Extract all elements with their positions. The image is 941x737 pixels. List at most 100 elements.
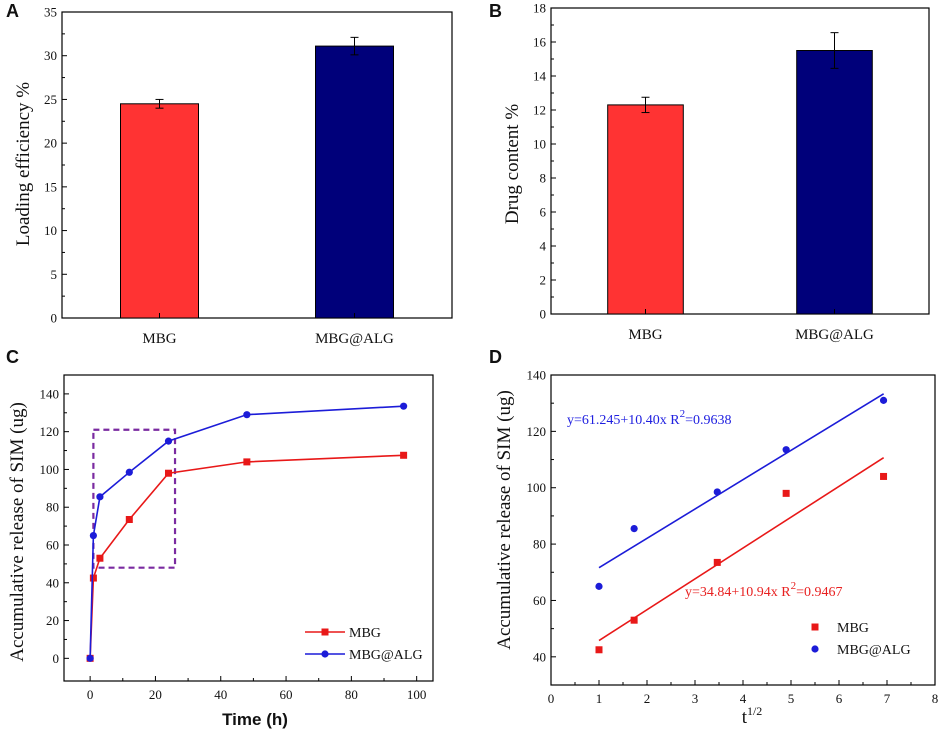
panel-a-category-label: MBG@ALG [315, 331, 394, 347]
panel-c-point-mbg [125, 516, 133, 523]
panel-c-point-mbg-alg [164, 437, 173, 445]
panel-d-fitting: Accumulative release of SIM (ug) t1/2 40… [494, 368, 938, 729]
panel-d-ylabel: Accumulative release of SIM (ug) [494, 390, 515, 650]
panel-d-legend-marker [811, 645, 819, 653]
panel-d-equation-mbg: y=34.84+10.94x R2=0.9467 [685, 580, 843, 600]
panel-c-point-mbg-alg [400, 402, 408, 410]
panel-b-ytick-label: 10 [533, 137, 546, 152]
panel-c-point-mbg [400, 451, 408, 459]
panel-d-point-mbg-alg [713, 488, 721, 496]
panel-c-ytick-label: 140 [40, 386, 60, 401]
panel-a-ytick-label: 35 [44, 5, 57, 20]
panel-b-ytick-label: 4 [540, 239, 547, 254]
panel-d-fit-line-mbg [598, 457, 885, 642]
panel-c-xtick-label: 0 [87, 687, 94, 702]
panel-a-ytick-label: 30 [44, 48, 57, 63]
panel-b-ylabel: Drug content % [502, 104, 523, 224]
panel-label-b: B [489, 1, 502, 21]
panel-c-point-mbg-alg [86, 654, 94, 662]
panel-c-legend-marker [321, 650, 329, 658]
panel-d-ytick-label: 120 [527, 424, 547, 439]
panel-c-highlight-box [92, 428, 177, 569]
panel-label-a: A [6, 1, 19, 21]
panel-a-category-label: MBG [142, 331, 176, 347]
panel-c-ytick-label: 40 [46, 575, 59, 590]
panel-b-ytick-label: 0 [540, 307, 547, 322]
panel-c-frame [63, 374, 434, 682]
panel-d-xtick-label: 5 [788, 691, 795, 706]
panel-a-loading-efficiency: Loading efficiency % 0 5 10 15 20 25 30 35 MBG MB… [13, 5, 453, 347]
panel-b-category-label: MBG [628, 327, 662, 343]
panel-d-point-mbg [595, 646, 603, 654]
panel-d-ytick-label: 60 [533, 593, 546, 608]
panel-d-point-mbg-alg [630, 524, 638, 533]
panel-c-point-mbg [164, 469, 172, 477]
panel-c-ytick-label: 100 [40, 462, 60, 477]
panel-d-point-mbg-alg [595, 582, 603, 590]
panel-b-drug-content: Drug content % 0 2 4 6 8 10 12 14 16 18 MBG MBG@ALG [502, 1, 930, 343]
panel-c-ytick-label: 120 [40, 424, 60, 439]
panel-c-point-mbg-alg [125, 468, 133, 476]
panel-d-point-mbg-alg [782, 446, 790, 454]
panel-c-xtick-label: 60 [280, 687, 293, 702]
panel-c-legend-label: MBG@ALG [349, 648, 423, 663]
panel-c-ytick-label: 60 [46, 538, 59, 553]
panel-c-xtick-label: 20 [149, 687, 162, 702]
panel-a-ytick-label: 15 [44, 179, 57, 194]
panel-a-ytick-label: 20 [44, 136, 57, 151]
panel-d-xtick-label: 0 [548, 691, 555, 706]
panel-c-legend-marker [321, 628, 329, 636]
panel-d-fit-line-mbg-alg [598, 393, 885, 569]
panel-d-xtick-label: 6 [836, 691, 843, 706]
panel-c-xtick-label: 100 [407, 687, 427, 702]
panel-b-ytick-label: 6 [540, 205, 547, 220]
panel-b-ytick-label: 14 [533, 69, 547, 84]
panel-b-ytick-label: 2 [540, 273, 547, 288]
panel-c-ytick-label: 20 [46, 613, 59, 628]
panel-label-d: D [489, 347, 502, 367]
panel-b-bar-mbg-alg [796, 50, 873, 315]
panel-a-bar-mbg [120, 103, 199, 319]
panel-c-line-mbg-alg [89, 405, 404, 659]
panel-b-ytick-label: 18 [533, 1, 546, 16]
panel-d-point-mbg [713, 558, 721, 566]
panel-c-release-curve: Accumulative release of SIM (ug) Time (h… [7, 374, 434, 729]
panel-d-point-mbg-alg [879, 396, 888, 404]
panel-d-point-mbg [630, 616, 638, 624]
panel-c-point-mbg-alg [243, 411, 251, 419]
panel-b-ytick-label: 16 [533, 35, 547, 50]
panel-d-xtick-label: 7 [884, 691, 891, 706]
panel-c-ytick-label: 0 [53, 651, 60, 666]
panel-d-xtick-label: 3 [692, 691, 699, 706]
panel-d-legend-label: MBG@ALG [837, 643, 911, 658]
panel-d-xlabel: t1/2 [742, 704, 763, 728]
panel-c-point-mbg [89, 574, 97, 582]
panel-a-ytick-label: 25 [44, 92, 57, 107]
panel-d-xtick-label: 8 [932, 691, 939, 706]
panel-d-point-mbg [782, 489, 790, 497]
panel-a-ytick-label: 5 [51, 267, 58, 282]
panel-a-ytick-label: 0 [51, 311, 58, 326]
panel-c-xlabel: Time (h) [222, 710, 288, 729]
panel-c-point-mbg-alg [89, 531, 97, 540]
panel-d-legend-label: MBG [837, 621, 869, 636]
panel-c-point-mbg-alg [96, 493, 104, 501]
panel-d-xtick-label: 2 [644, 691, 651, 706]
panel-d-xtick-label: 1 [596, 691, 603, 706]
panel-c-point-mbg [96, 554, 104, 562]
panel-a-ytick-label: 10 [44, 223, 57, 238]
panel-c-legend-label: MBG [349, 626, 381, 641]
panel-a-bar-mbg-alg [315, 45, 394, 319]
panel-label-c: C [6, 347, 19, 367]
panel-b-ytick-label: 12 [533, 103, 546, 118]
panel-c-xtick-label: 40 [214, 687, 227, 702]
panel-c-ytick-label: 80 [46, 500, 59, 515]
panel-d-legend-marker [811, 623, 819, 631]
panel-b-bar-mbg [607, 104, 684, 315]
panel-c-ylabel: Accumulative release of SIM (ug) [7, 402, 28, 662]
panel-d-equation-mbg-alg: y=61.245+10.40x R2=0.9638 [567, 408, 732, 428]
panel-d-ytick-label: 80 [533, 537, 546, 552]
panel-d-ytick-label: 40 [533, 649, 546, 664]
panel-b-category-label: MBG@ALG [795, 327, 874, 343]
panel-d-ytick-label: 140 [527, 368, 547, 383]
